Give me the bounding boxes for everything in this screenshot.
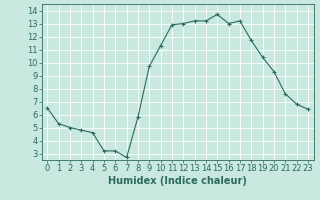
X-axis label: Humidex (Indice chaleur): Humidex (Indice chaleur) [108,176,247,186]
